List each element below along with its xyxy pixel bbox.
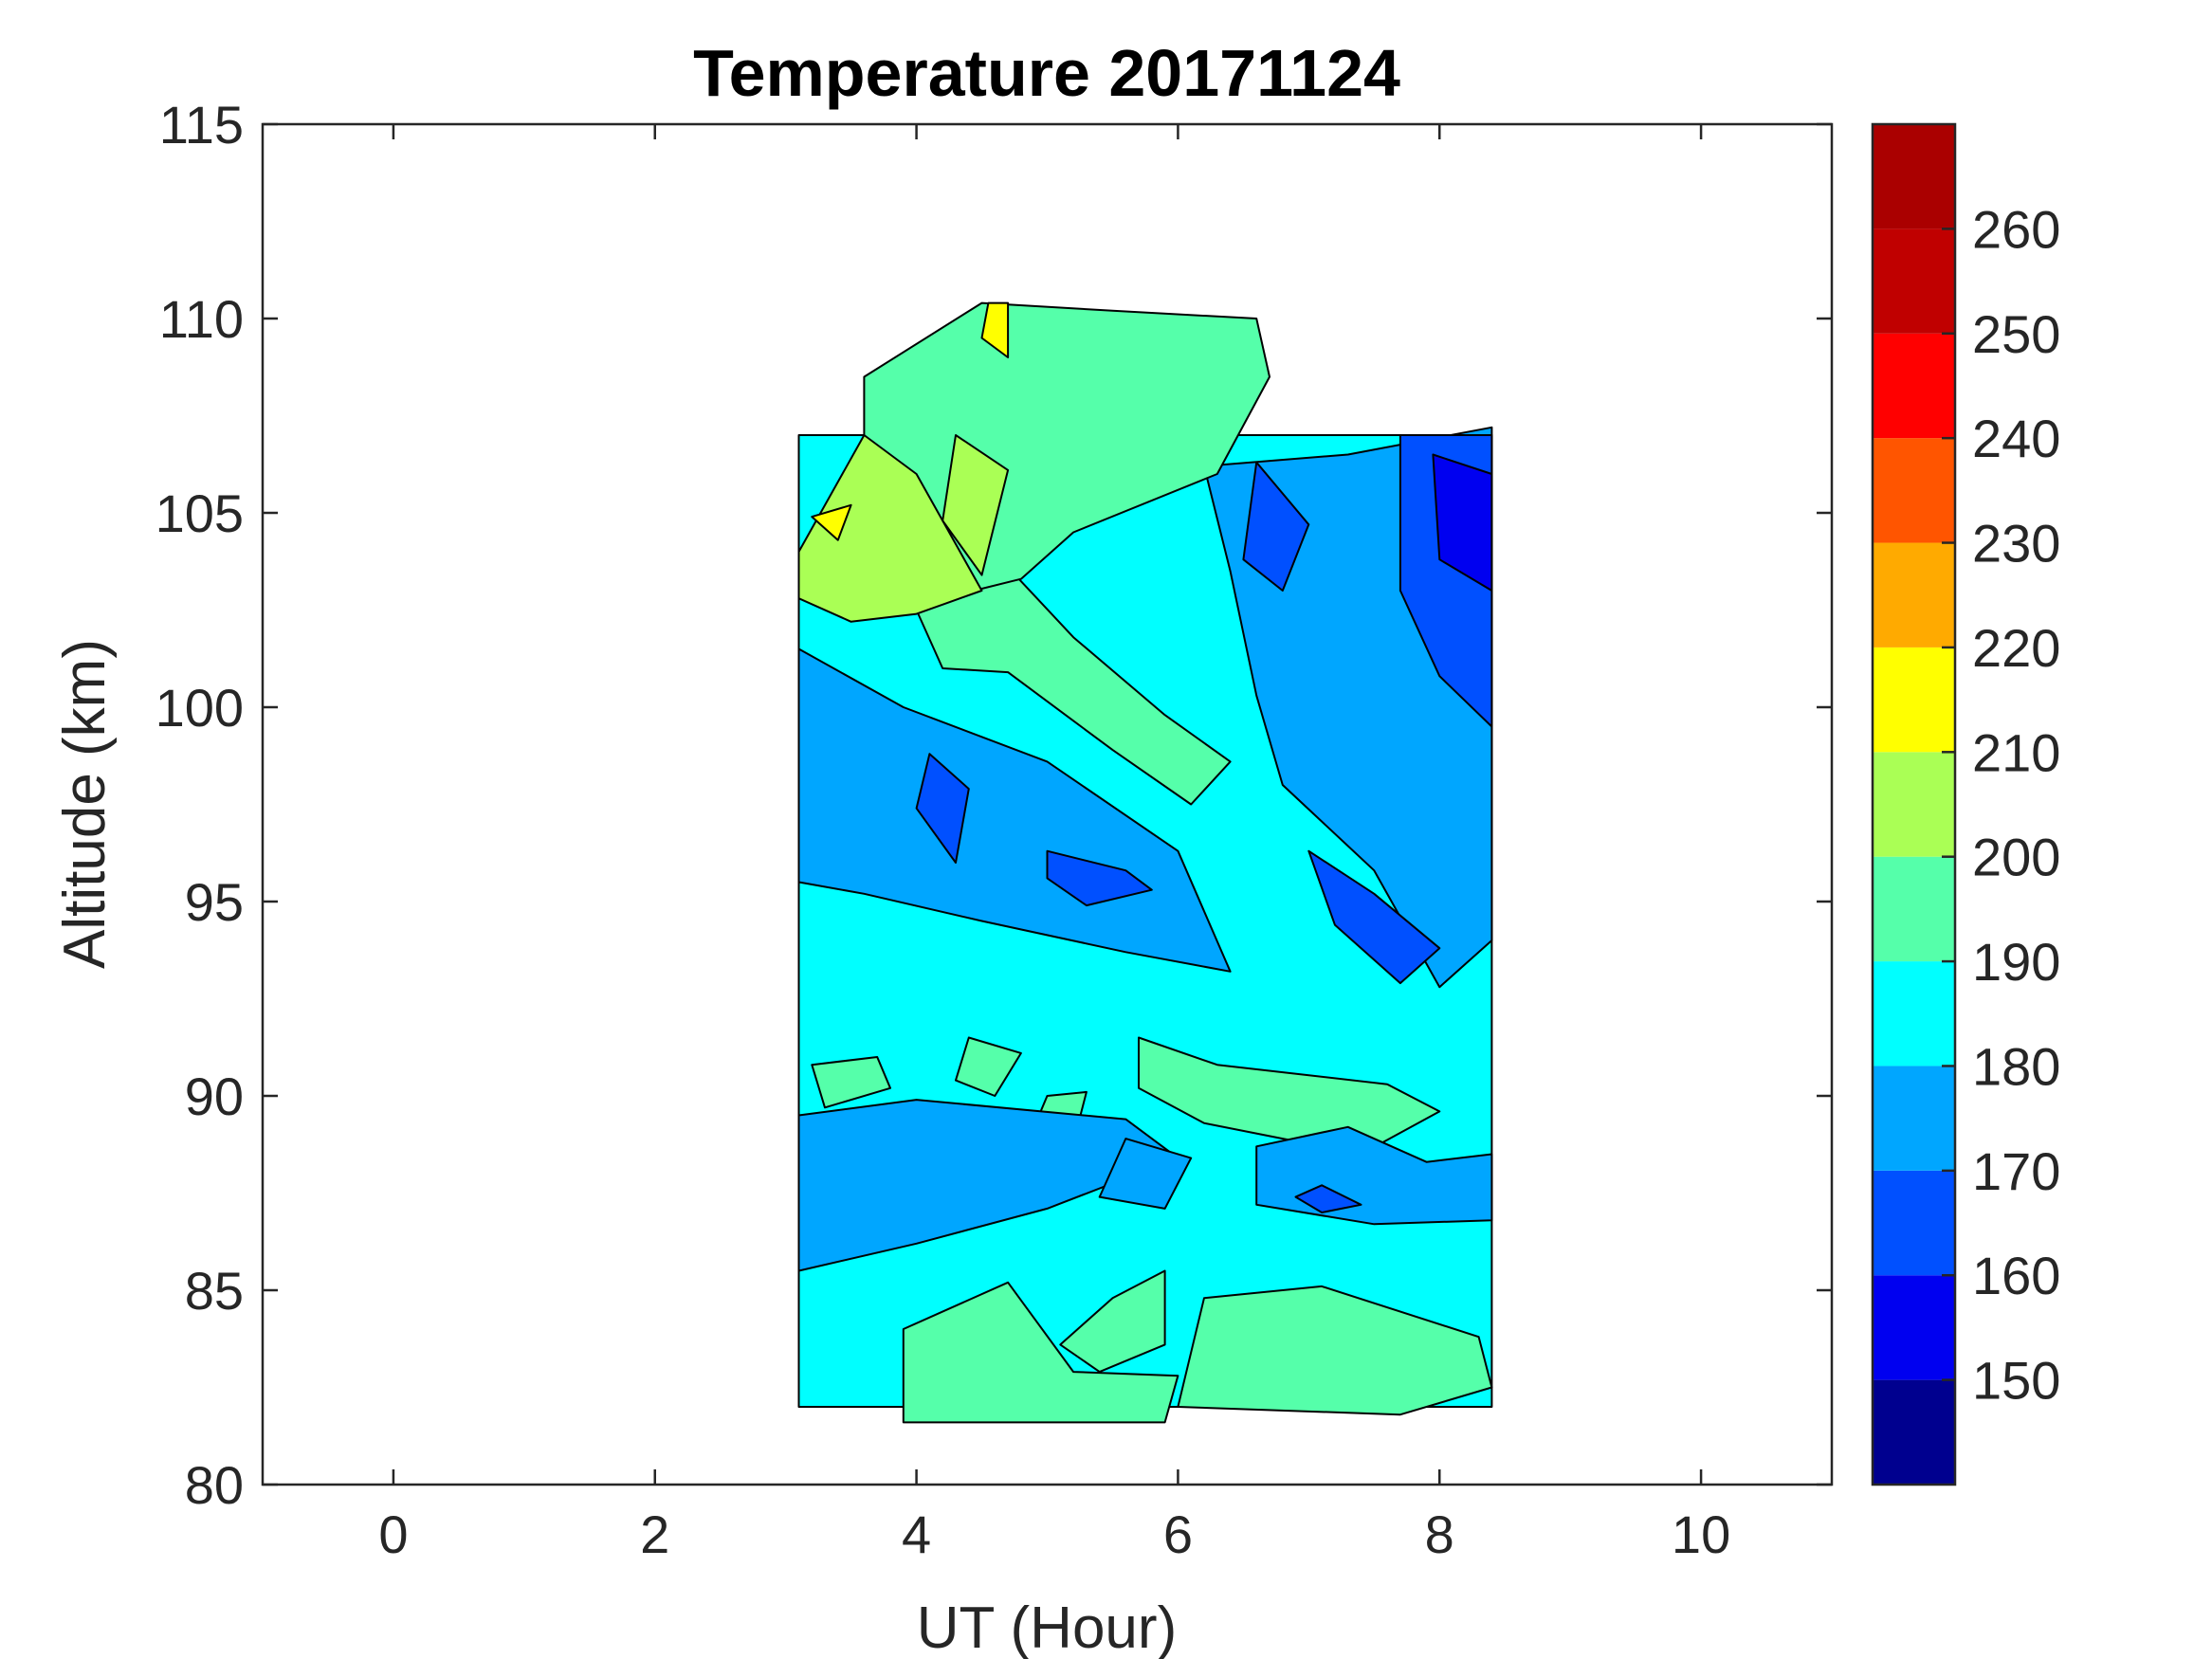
x-axis-title: UT (Hour) (917, 1595, 1177, 1659)
plot-frame (261, 122, 1834, 1486)
y-axis: 80 85 90 95 100 105 110 115 (155, 95, 1832, 1515)
x-axis: 0 2 4 6 8 10 (378, 124, 1730, 1564)
colorbar-segment (1873, 752, 1955, 857)
x-tick-label: 6 (1163, 1504, 1193, 1564)
contour-region-11 (1294, 1184, 1362, 1213)
x-tick-label: 4 (902, 1504, 931, 1564)
contour-region-14 (915, 753, 970, 864)
colorbar-tick-label: 230 (1972, 514, 2060, 574)
colorbar-tick-label: 210 (1972, 722, 2060, 782)
x-tick-label: 0 (378, 1504, 408, 1564)
contour-region-15 (1046, 849, 1153, 907)
contour-region-24 (811, 503, 852, 541)
colorbar-tick-label: 190 (1972, 932, 2060, 992)
colorbar-segment (1873, 124, 1955, 229)
chart-title: Temperature 20171124 (693, 36, 1400, 110)
contour-region-25 (980, 301, 1010, 358)
colorbar: 150 160 170 180 190 200 210 220 230 240 250 260 (1871, 122, 2060, 1486)
contour-region-22 (797, 434, 983, 623)
y-tick-label: 110 (159, 289, 244, 349)
contour-region-20 (915, 566, 1232, 806)
colorbar-segment (1873, 647, 1955, 753)
x-tick-label: 10 (1672, 1504, 1730, 1564)
y-tick-label: 100 (155, 678, 244, 738)
colorbar-tick-label: 220 (1972, 618, 2060, 678)
contour-region-16 (1307, 849, 1441, 985)
contour-region-7 (811, 1056, 891, 1109)
colorbar-tick-label: 170 (1972, 1141, 2060, 1201)
contour-region-23 (941, 434, 1010, 576)
colorbar-segment (1873, 856, 1955, 962)
contour-region-5 (955, 1036, 1022, 1097)
colorbar-segment (1873, 1066, 1955, 1171)
contour-region-19 (1432, 453, 1493, 592)
colorbar-segment (1873, 438, 1955, 543)
contour-region-2 (1177, 1285, 1493, 1416)
y-tick-label: 95 (185, 872, 244, 932)
y-tick-label: 115 (159, 95, 244, 155)
colorbar-segment (1873, 1275, 1955, 1380)
colorbar-tick-label: 200 (1972, 828, 2060, 887)
contour-regions (797, 301, 1493, 1424)
x-tick-label: 8 (1425, 1504, 1454, 1564)
colorbar-tick-label: 250 (1972, 304, 2060, 364)
y-tick-label: 90 (185, 1066, 244, 1126)
colorbar-segment (1873, 228, 1955, 334)
contour-region-17 (1242, 461, 1310, 592)
y-axis-title: Altitude (km) (52, 639, 118, 969)
contour-region-10 (1098, 1138, 1193, 1210)
colorbar-tick-label: 150 (1972, 1351, 2060, 1411)
colorbar-segment (1873, 542, 1955, 647)
contour-region-4 (1138, 1036, 1441, 1156)
colorbar-frame (1871, 122, 1957, 1486)
y-tick-label: 85 (185, 1261, 244, 1321)
colorbar-segment (1873, 1170, 1955, 1276)
colorbar-tick-label: 160 (1972, 1246, 2060, 1305)
colorbar-tick-label: 240 (1972, 409, 2060, 468)
colorbar-tick-label: 180 (1972, 1036, 2060, 1096)
colorbar-segment (1873, 1379, 1955, 1485)
colorbar-tick-label: 260 (1972, 199, 2060, 259)
contour-region-1 (902, 1281, 1179, 1424)
colorbar-segment (1873, 333, 1955, 439)
colorbar-segment (1873, 961, 1955, 1066)
y-tick-label: 105 (155, 483, 244, 543)
contour-region-3 (1059, 1269, 1166, 1374)
y-tick-label: 80 (185, 1455, 244, 1515)
x-tick-label: 2 (640, 1504, 669, 1564)
